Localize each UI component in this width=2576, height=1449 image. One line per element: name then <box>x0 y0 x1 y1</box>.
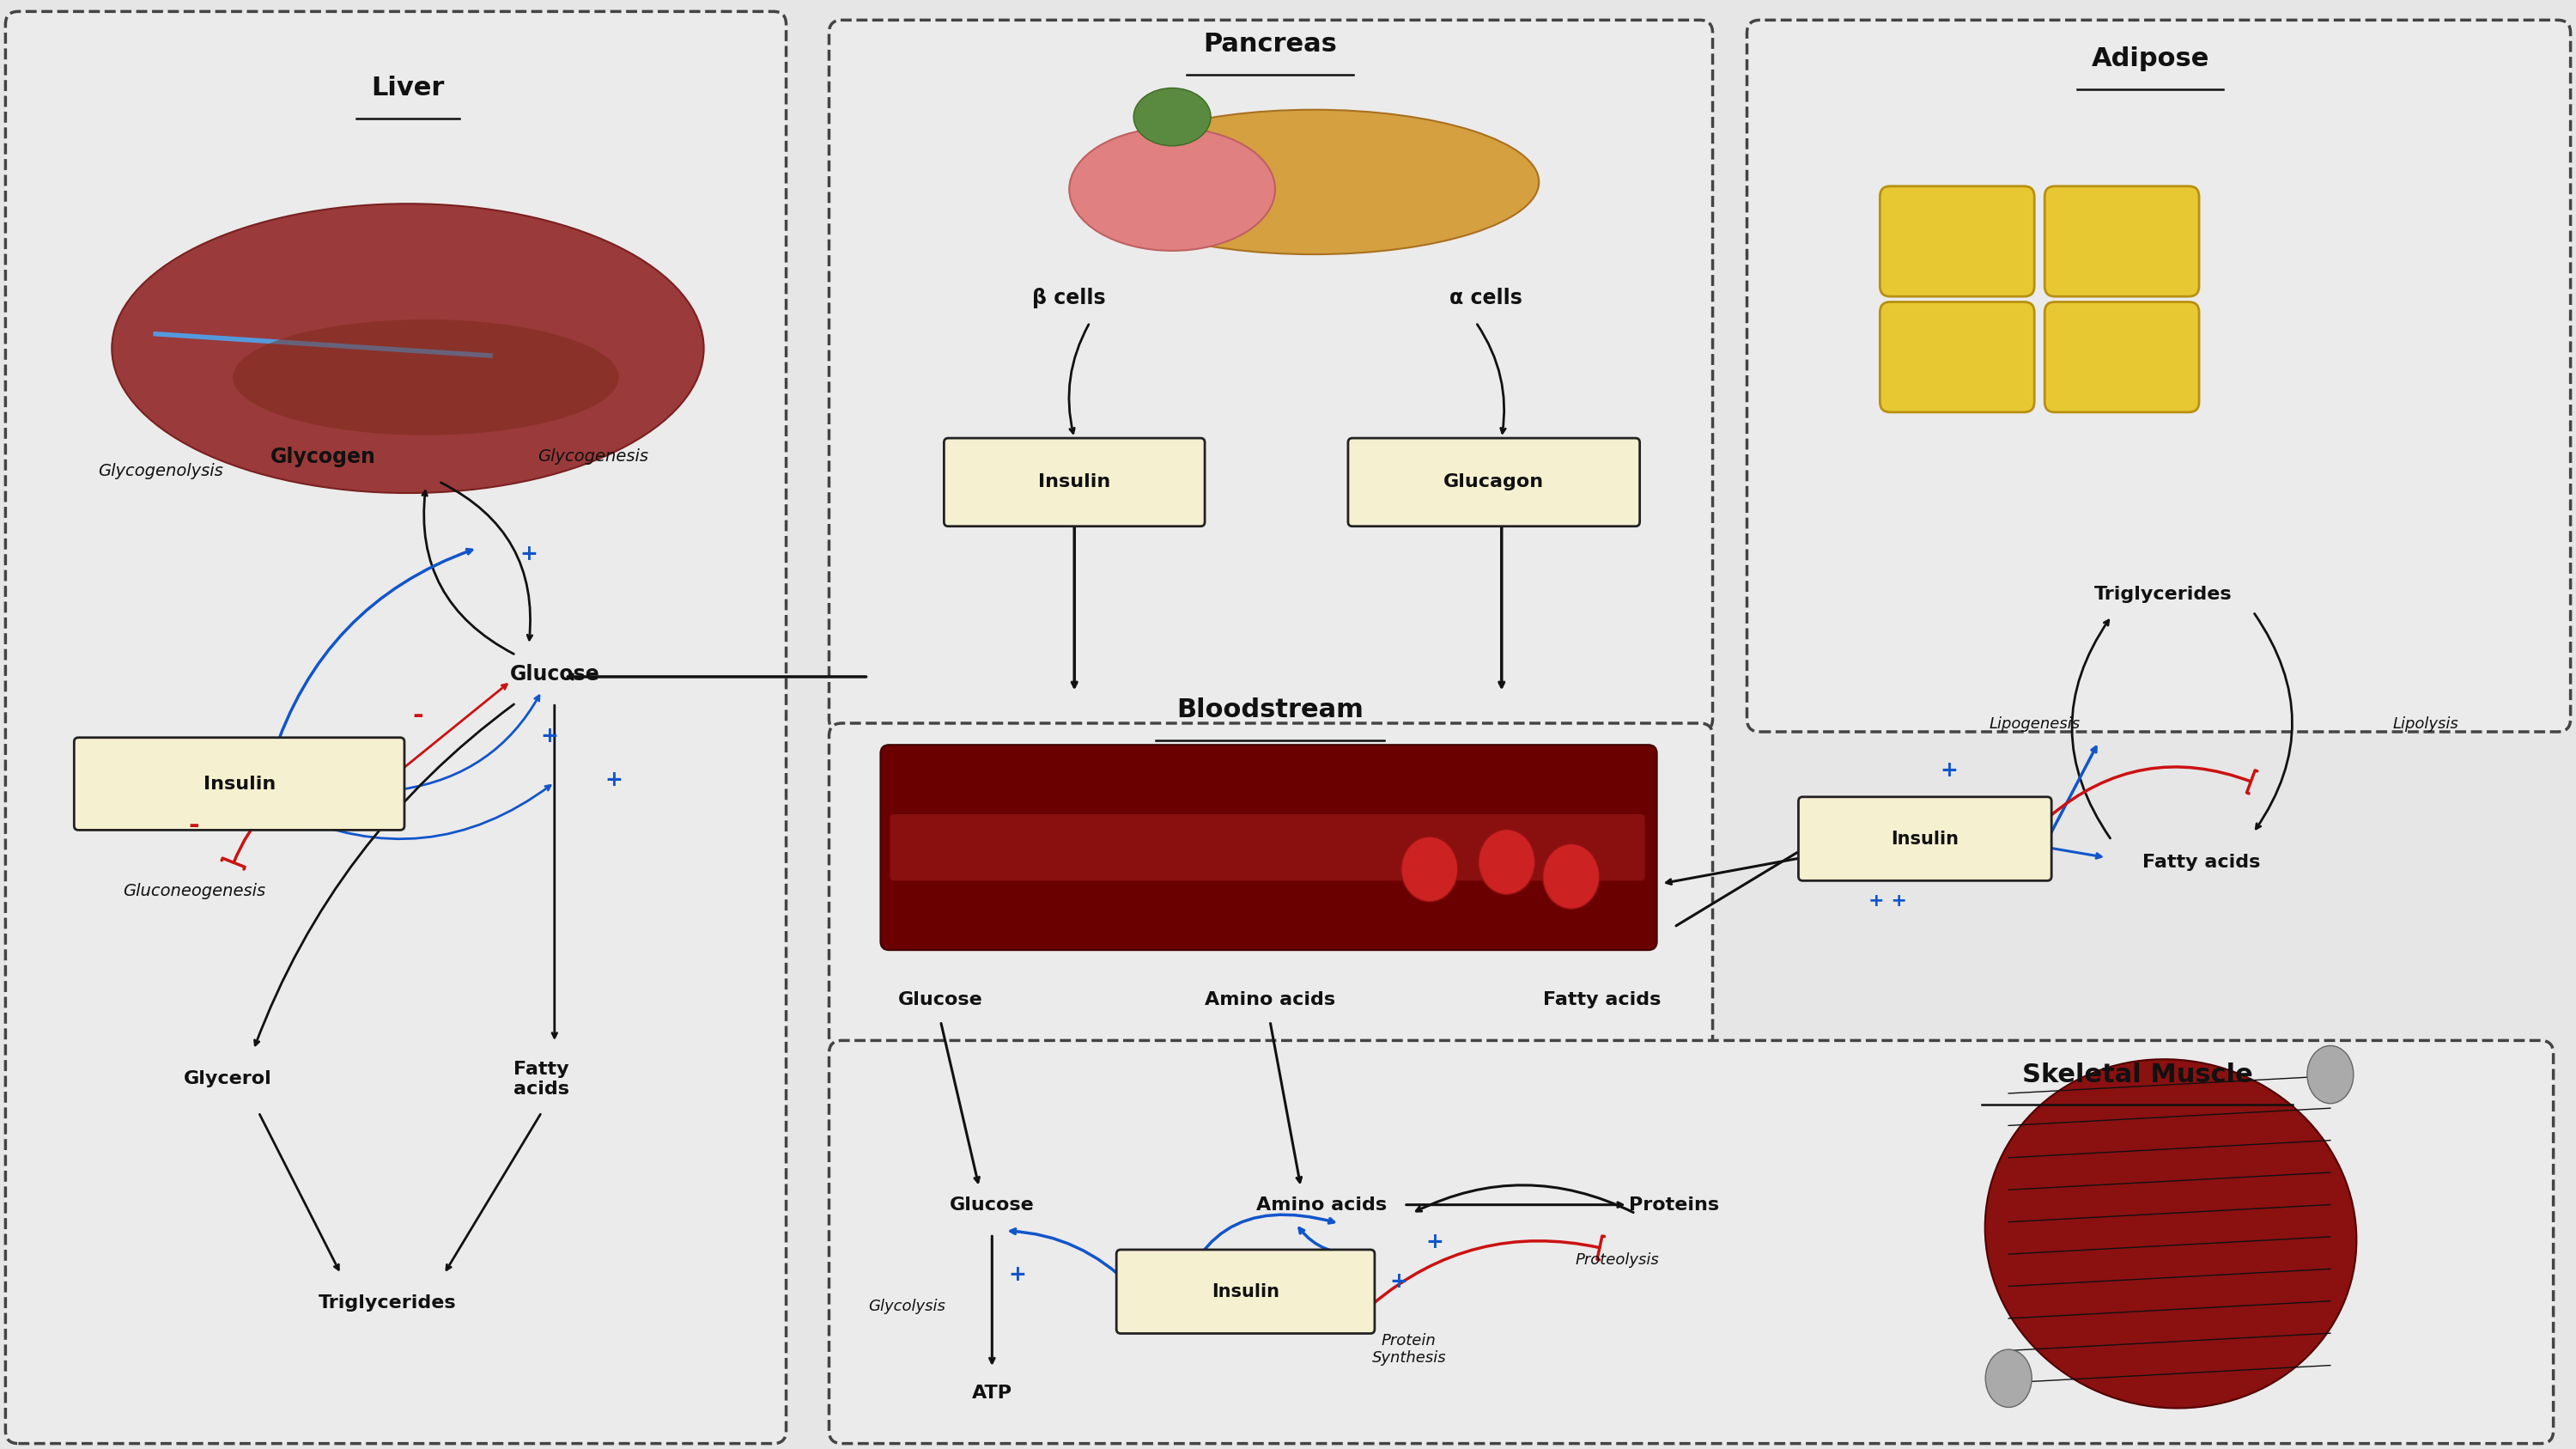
FancyBboxPatch shape <box>943 438 1206 526</box>
Ellipse shape <box>232 319 618 435</box>
Text: Glucose: Glucose <box>510 664 600 684</box>
FancyBboxPatch shape <box>829 1040 2553 1443</box>
FancyBboxPatch shape <box>1880 301 2035 412</box>
Text: α cells: α cells <box>1450 287 1522 309</box>
FancyBboxPatch shape <box>889 814 1646 881</box>
Text: Glycogen: Glycogen <box>270 446 376 467</box>
Text: Adipose: Adipose <box>2092 46 2210 71</box>
Text: ATP: ATP <box>971 1384 1012 1401</box>
FancyBboxPatch shape <box>1880 185 2035 297</box>
Text: Skeletal Muscle: Skeletal Muscle <box>2022 1062 2251 1087</box>
Text: Glucagon: Glucagon <box>1443 474 1543 491</box>
Text: +: + <box>1940 761 1958 781</box>
Text: +: + <box>605 769 623 790</box>
Ellipse shape <box>1401 836 1458 901</box>
Text: Fatty acids: Fatty acids <box>2143 853 2262 871</box>
FancyBboxPatch shape <box>829 723 1713 1049</box>
Text: Amino acids: Amino acids <box>1206 991 1334 1009</box>
Text: +: + <box>520 543 538 564</box>
Text: Glucose: Glucose <box>951 1197 1036 1213</box>
Text: Liver: Liver <box>371 75 446 100</box>
Text: Gluconeogenesis: Gluconeogenesis <box>124 882 265 898</box>
FancyBboxPatch shape <box>2045 185 2200 297</box>
Text: Protein
Synthesis: Protein Synthesis <box>1373 1333 1445 1366</box>
Text: Glucose: Glucose <box>899 991 984 1009</box>
Text: Lipolysis: Lipolysis <box>2393 717 2458 732</box>
FancyBboxPatch shape <box>1115 1249 1376 1333</box>
FancyBboxPatch shape <box>5 12 786 1443</box>
Text: Fatty
acids: Fatty acids <box>513 1061 569 1097</box>
Text: Triglycerides: Triglycerides <box>319 1294 456 1311</box>
Text: Triglycerides: Triglycerides <box>2094 585 2231 603</box>
FancyBboxPatch shape <box>75 738 404 830</box>
FancyBboxPatch shape <box>1347 438 1641 526</box>
Text: Glycerol: Glycerol <box>183 1071 273 1088</box>
Ellipse shape <box>1543 843 1600 909</box>
FancyBboxPatch shape <box>1798 797 2050 881</box>
Text: Glycogenolysis: Glycogenolysis <box>98 464 224 480</box>
Ellipse shape <box>1069 128 1275 251</box>
Ellipse shape <box>1133 88 1211 146</box>
Text: -: - <box>412 703 422 729</box>
Text: β cells: β cells <box>1033 287 1105 309</box>
Ellipse shape <box>1986 1349 2032 1407</box>
FancyBboxPatch shape <box>1747 20 2571 732</box>
Text: Pancreas: Pancreas <box>1203 32 1337 57</box>
Text: + +: + + <box>1868 893 1906 910</box>
Ellipse shape <box>2308 1046 2354 1104</box>
Text: Amino acids: Amino acids <box>1257 1197 1386 1213</box>
Text: Glycolysis: Glycolysis <box>868 1298 945 1314</box>
Text: +: + <box>1010 1264 1028 1284</box>
Text: -: - <box>188 813 198 838</box>
Text: Insulin: Insulin <box>204 775 276 793</box>
Text: Glycogenesis: Glycogenesis <box>538 449 649 465</box>
Text: Proteins: Proteins <box>1628 1197 1718 1213</box>
Text: Bloodstream: Bloodstream <box>1177 697 1363 723</box>
Ellipse shape <box>1479 829 1535 894</box>
Text: Insulin: Insulin <box>1211 1282 1280 1300</box>
Ellipse shape <box>1986 1059 2357 1408</box>
Ellipse shape <box>111 204 703 493</box>
Text: Insulin: Insulin <box>1038 474 1110 491</box>
Text: +: + <box>541 726 559 746</box>
FancyBboxPatch shape <box>829 20 1713 732</box>
Text: Fatty acids: Fatty acids <box>1543 991 1662 1009</box>
FancyBboxPatch shape <box>881 745 1656 951</box>
Text: Proteolysis: Proteolysis <box>1577 1252 1659 1268</box>
FancyBboxPatch shape <box>2045 301 2200 412</box>
Text: Lipogenesis: Lipogenesis <box>1989 717 2079 732</box>
Text: Insulin: Insulin <box>1891 830 1958 848</box>
Ellipse shape <box>1090 110 1538 255</box>
Text: +: + <box>1388 1271 1406 1291</box>
Text: +: + <box>1425 1232 1443 1253</box>
